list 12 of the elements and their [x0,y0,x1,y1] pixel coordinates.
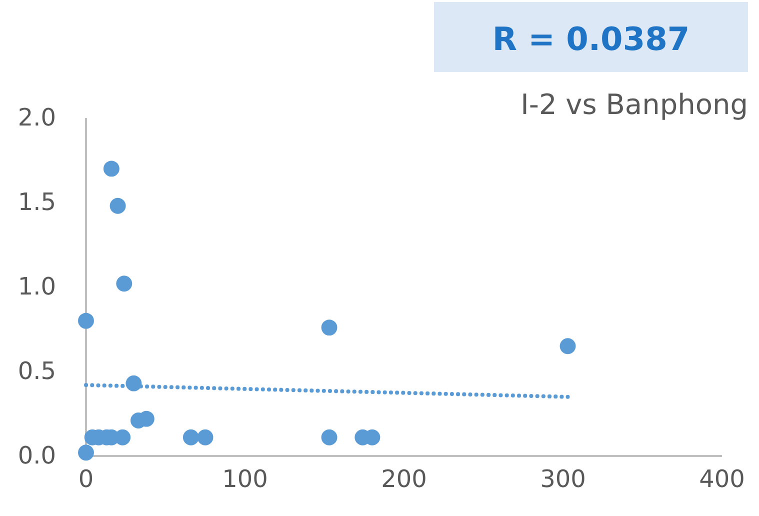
y-tick-label: 0.0 [18,442,56,470]
x-tick-label: 100 [222,465,268,494]
x-tick-label: 300 [540,465,586,494]
x-tick-label: 200 [381,465,427,494]
y-tick-label: 0.5 [18,357,56,386]
y-tick-label: 1.5 [18,188,56,216]
x-tick-label: 0 [78,465,94,494]
text: R = 0.0387 [492,20,690,58]
x-tick-label: 400 [699,465,745,494]
chart-title: I-2 vs Banphong [520,88,748,121]
y-tick-label: 1.0 [18,272,56,301]
y-tick-label: 2.0 [18,104,56,132]
